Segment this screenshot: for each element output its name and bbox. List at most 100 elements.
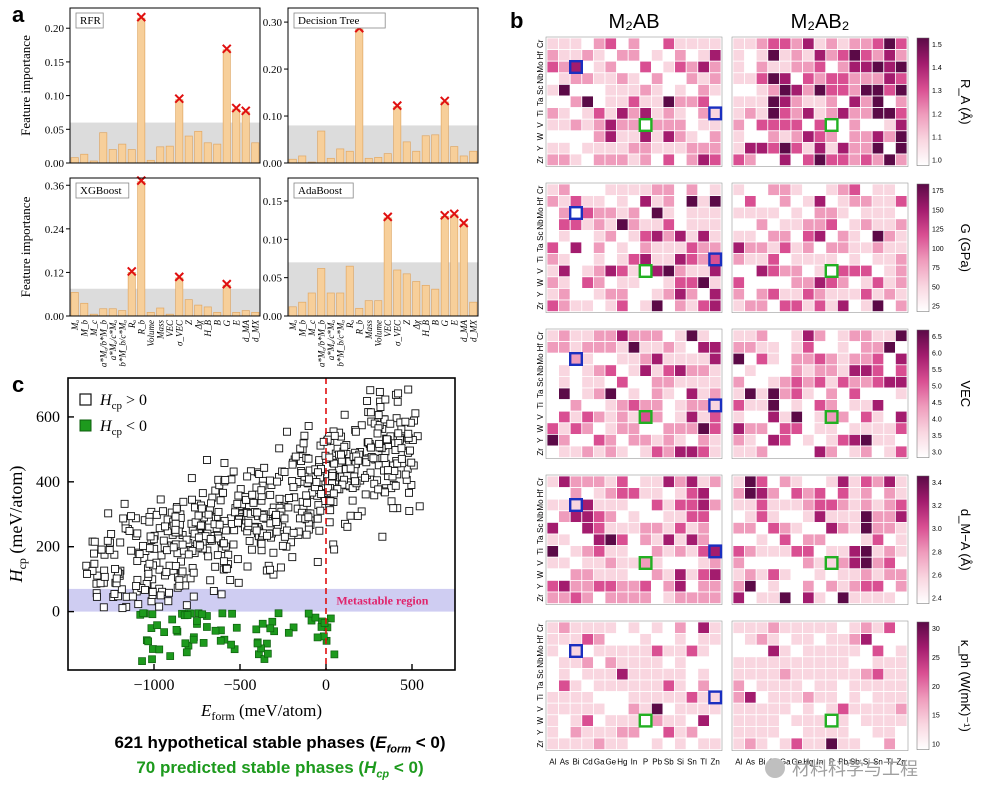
heatmap-cell	[697, 206, 710, 220]
heatmap-cell	[778, 580, 792, 593]
heatmap-cell	[604, 445, 618, 459]
heatmap-cell	[708, 510, 722, 523]
heatmap-cell	[883, 556, 896, 570]
point-positive	[266, 476, 274, 485]
heatmap-cell	[778, 229, 792, 243]
row-label: Y	[536, 437, 545, 443]
heatmap-cell	[790, 644, 804, 658]
heatmap-cell	[546, 714, 560, 727]
heatmap-cell	[871, 510, 885, 523]
x-tick-label: 0	[322, 677, 330, 694]
heatmap-cell	[662, 299, 676, 313]
heatmap-cell	[558, 633, 571, 646]
plot-frame	[69, 177, 261, 317]
column-label: Ga	[594, 758, 605, 767]
heatmap-cell	[848, 84, 862, 97]
heatmap-cell	[883, 153, 896, 167]
heatmap-cell	[744, 702, 757, 716]
heatmap-cell	[616, 37, 629, 51]
heatmap-cell	[604, 702, 618, 716]
row-label: Sc	[536, 670, 545, 679]
heatmap-cell	[778, 568, 792, 581]
heatmap-cell	[778, 253, 792, 266]
y-tick-label: 0.15	[45, 57, 65, 69]
heatmap-cell	[871, 702, 885, 716]
point-positive	[252, 526, 261, 535]
point-positive	[221, 526, 230, 535]
heatmap-cell	[639, 726, 652, 739]
heatmap-cell	[813, 556, 827, 570]
heatmap-cell	[639, 422, 652, 435]
point-positive	[90, 559, 99, 568]
bar-B	[213, 143, 222, 164]
heatmap-cell	[616, 399, 629, 412]
heatmap-cell	[871, 656, 885, 669]
heatmap-cell	[650, 241, 664, 255]
heatmap-cell	[767, 375, 780, 389]
heatmap-cell	[894, 691, 908, 704]
heatmap-cell	[871, 352, 885, 366]
point-positive	[411, 409, 420, 418]
heatmap-cell	[558, 229, 571, 243]
heatmap-cell	[604, 130, 618, 143]
heatmap-cell	[546, 522, 560, 535]
heatmap-cell	[790, 679, 804, 693]
heatmap-cell	[581, 475, 594, 489]
heatmap-cell	[767, 580, 780, 593]
heatmap-cell	[894, 533, 908, 547]
heatmap-cell	[604, 556, 618, 570]
heatmap-cell	[593, 510, 606, 523]
point-positive	[325, 518, 334, 527]
row-label: W	[536, 132, 545, 140]
heatmap-cell	[685, 195, 699, 208]
top-feature-marker	[222, 44, 232, 54]
point-positive	[231, 508, 240, 517]
point-positive	[340, 410, 349, 419]
heatmap-cell	[813, 522, 827, 535]
heatmap-cell	[790, 195, 804, 208]
heatmap-cell	[848, 72, 862, 85]
row-label: Sc	[536, 524, 545, 533]
point-positive	[145, 517, 154, 526]
heatmap-cell	[593, 195, 606, 208]
heatmap-cell	[546, 352, 560, 366]
heatmap-cell	[674, 229, 687, 243]
heatmap-cell	[860, 183, 873, 197]
heatmap-cell	[813, 580, 827, 593]
heatmap-cell	[894, 49, 908, 62]
point-positive	[285, 494, 294, 502]
heatmap-cell	[767, 130, 780, 143]
heatmap-cell	[569, 130, 583, 143]
heatmap-cell	[848, 656, 862, 669]
heatmap-cell	[802, 668, 815, 681]
heatmap-cell	[627, 510, 641, 523]
heatmap-cell	[732, 644, 746, 658]
heatmap-cell	[825, 241, 838, 255]
heatmap-cell	[708, 107, 722, 120]
heatmap-cell	[802, 130, 815, 143]
colorbar-tick: 2.4	[932, 596, 942, 603]
heatmap-cell	[674, 737, 687, 751]
heatmap-cell	[674, 241, 687, 255]
x-tick-label: G	[222, 320, 232, 327]
point-positive	[171, 512, 180, 521]
heatmap-cell	[650, 568, 664, 581]
heatmap-cell	[767, 668, 780, 681]
heatmap-cell	[894, 341, 908, 354]
point-positive	[215, 520, 224, 529]
heatmap-cell	[558, 568, 571, 581]
heatmap-cell	[650, 264, 664, 278]
heatmap-cell	[639, 141, 652, 155]
heatmap-cell	[627, 299, 641, 313]
point-positive	[275, 444, 284, 453]
point-negative	[144, 637, 153, 646]
heatmap-cell	[778, 510, 792, 523]
heatmap-cell	[569, 287, 583, 301]
heatmap-cell	[569, 141, 583, 155]
heatmap-cell	[883, 691, 896, 704]
heatmap-cell	[639, 545, 652, 558]
point-positive	[328, 471, 337, 480]
heatmap-cell	[883, 568, 896, 581]
